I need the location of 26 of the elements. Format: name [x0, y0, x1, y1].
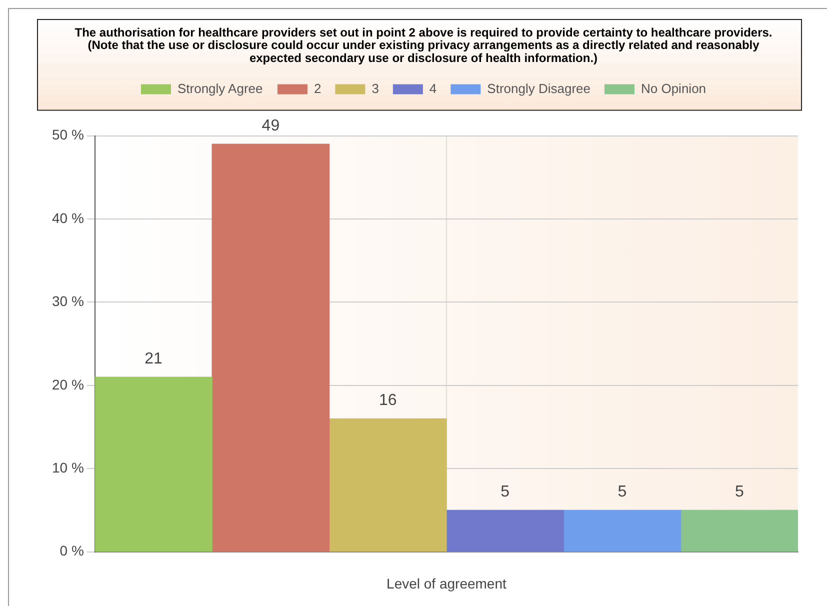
y-tick-label: 10 %	[52, 459, 84, 476]
y-tick-label: 50 %	[52, 126, 84, 143]
data-label: 5	[734, 484, 744, 501]
x-axis-title: Level of agreement	[386, 575, 506, 592]
data-label: 16	[378, 392, 397, 410]
data-label: 21	[144, 350, 162, 368]
bar	[212, 144, 330, 552]
legend-label: Strongly Agree	[177, 80, 263, 96]
legend-label: Strongly Disagree	[487, 80, 590, 96]
bar	[446, 510, 564, 552]
y-tick-label: 30 %	[52, 293, 84, 310]
y-tick-label: 40 %	[52, 210, 84, 226]
legend-label: No Opinion	[640, 80, 706, 96]
data-label: 49	[262, 118, 280, 135]
y-tick-label: 20 %	[52, 376, 84, 392]
bar	[563, 510, 682, 552]
legend-label: 4	[429, 80, 437, 96]
legend-label: 3	[372, 80, 379, 96]
chart-title: The authorisation for healthcare providers set out in point 2 above is required to provide certainty to healthcare providers. (Note that the use or disclosure could occur under existing privacy arrangements as a directly related and reasonably expected secondary use or disclosure of health information.)	[74, 26, 772, 65]
bar	[94, 376, 212, 552]
legend-label: 2	[314, 80, 322, 96]
data-label: 5	[618, 484, 627, 501]
bar	[328, 418, 447, 552]
bar	[680, 510, 798, 552]
y-tick-label: 0 %	[60, 542, 84, 559]
data-label: 5	[500, 484, 510, 501]
